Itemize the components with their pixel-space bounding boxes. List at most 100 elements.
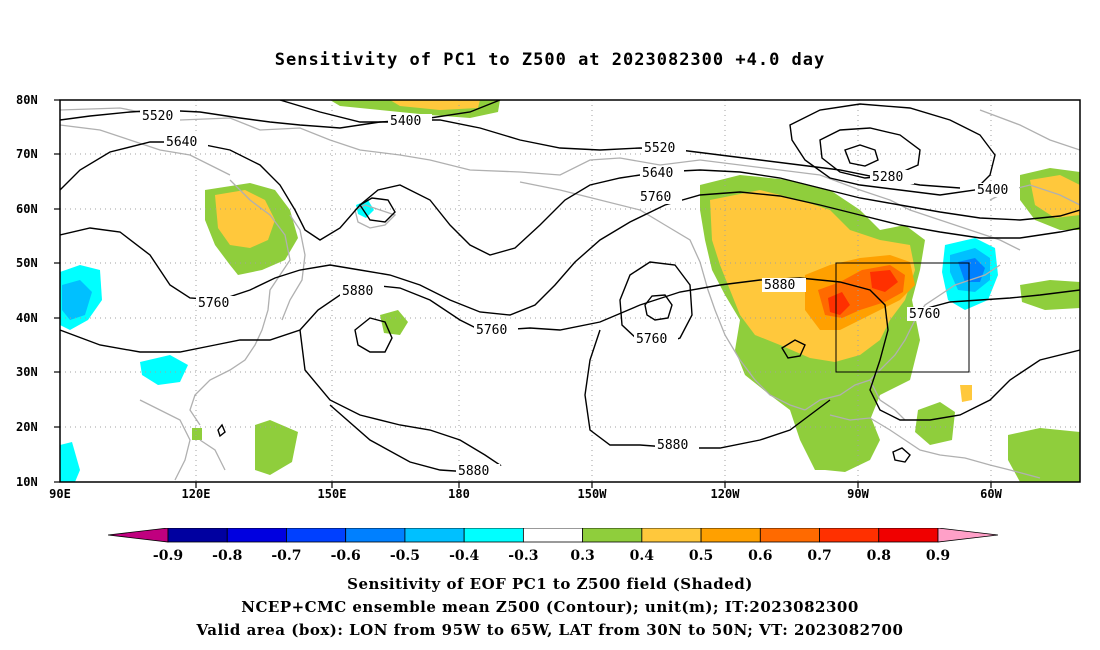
contour-label: 5880 <box>458 464 489 479</box>
contour-5760-nw <box>359 197 396 223</box>
shade-na-red <box>828 292 850 315</box>
lat-label: 30N <box>16 365 38 379</box>
contour-label: 5280 <box>872 170 903 185</box>
colorbar-tick-label: -0.6 <box>331 548 361 564</box>
colorbar-tick-label: 0.4 <box>630 548 655 564</box>
contour-5280-low <box>819 127 921 179</box>
contour-labels: 5520 5640 5400 5520 5640 5760 5280 5400 … <box>140 109 1019 479</box>
contour-small-se <box>217 423 226 438</box>
contour-carib <box>892 447 911 463</box>
lon-labels: 90E 120E 150E 180 150W 120W 90W 60W <box>49 487 1002 501</box>
colorbar-tick-label: -0.7 <box>271 548 301 564</box>
coastlines <box>60 107 1080 481</box>
valid-area-box <box>835 262 970 373</box>
contour-5880-main <box>60 277 1080 421</box>
colorbar-tick-label: -0.3 <box>508 548 538 564</box>
shade-atlantic-yellow <box>1030 175 1080 218</box>
lon-label: 180 <box>448 487 470 501</box>
colorbar-tick-label: -0.8 <box>212 548 242 564</box>
lon-label: 150W <box>578 487 608 501</box>
lat-label: 50N <box>16 256 38 270</box>
colorbar-tick-label: -0.5 <box>390 548 420 564</box>
lat-label: 40N <box>16 311 38 325</box>
contour-5280-inner <box>844 144 879 167</box>
colorbar-tick-label: 0.9 <box>926 548 950 564</box>
shade-sea-cyan <box>140 355 188 385</box>
contour-5880-small <box>354 317 393 353</box>
contour-label: 5880 <box>342 284 373 299</box>
colorbar-cell <box>108 528 169 543</box>
shade-nw-atl-dblue <box>958 258 985 282</box>
lon-label: 120E <box>182 487 211 501</box>
shade-atlantic-green3 <box>1008 428 1080 482</box>
colorbar-cell <box>759 528 820 543</box>
colorbar-cell <box>937 528 998 543</box>
contour-label: 5640 <box>642 166 673 181</box>
lon-label: 120W <box>711 487 741 501</box>
shade-na-red2 <box>870 270 898 292</box>
map-title: Sensitivity of PC1 to Z500 at 2023082300… <box>274 50 826 70</box>
shade-sea-cyan2 <box>60 442 80 482</box>
sensitivity-map: 5520 5640 5400 5520 5640 5760 5280 5400 … <box>16 93 1081 501</box>
colorbar-cell <box>700 528 761 543</box>
lon-label: 90E <box>49 487 71 501</box>
colorbar-tick-label: -0.9 <box>153 548 183 564</box>
contour-5880-south <box>299 329 502 473</box>
contour-label: 5760 <box>640 190 671 205</box>
colorbar-cell <box>878 528 939 543</box>
contour-label: 5520 <box>142 109 173 124</box>
contour-label: 5880 <box>764 278 795 293</box>
contour-5880-tx <box>781 339 806 359</box>
contour-label: 5400 <box>390 114 421 129</box>
colorbar: -0.9 -0.8 -0.7 -0.6 -0.5 -0.4 -0.3 0.3 0.4 0.5 0.6… <box>108 528 998 564</box>
lat-label: 20N <box>16 420 38 434</box>
plot-frame <box>59 99 1081 483</box>
lat-labels: 80N 70N 60N 50N 40N 30N 20N 10N <box>16 93 38 489</box>
lat-label: 80N <box>16 93 38 107</box>
caption-shaded: Sensitivity of EOF PC1 to Z500 field (Sh… <box>347 575 753 593</box>
contour-5760-east <box>919 289 1080 311</box>
lat-label: 70N <box>16 147 38 161</box>
caption-contour: NCEP+CMC ensemble mean Z500 (Contour); u… <box>241 598 859 616</box>
lat-label: 60N <box>16 202 38 216</box>
contour-label: 5760 <box>909 307 940 322</box>
shade-china-green <box>192 428 202 440</box>
contour-label: 5520 <box>644 141 675 156</box>
shade-carib-green <box>915 402 955 445</box>
contour-label: 5760 <box>198 296 229 311</box>
shaded-sensitivity <box>60 100 1080 482</box>
colorbar-cell <box>167 528 228 543</box>
lon-label: 150E <box>318 487 347 501</box>
colorbar-cell <box>641 528 702 543</box>
contour-5760-low-pac2 <box>644 294 673 321</box>
contour-5520-west <box>60 109 961 189</box>
colorbar-cell <box>345 528 406 543</box>
colorbar-tick-label: 0.5 <box>689 548 713 564</box>
colorbar-cell <box>522 528 584 543</box>
colorbar-tick-label: 0.8 <box>867 548 891 564</box>
colorbar-tick-label: -0.4 <box>449 548 479 564</box>
lon-label: 90W <box>847 487 869 501</box>
contour-label: 5760 <box>636 332 667 347</box>
colorbar-cell <box>286 528 347 543</box>
shade-east-asia-yellow <box>215 190 275 248</box>
contour-label: 5760 <box>476 323 507 338</box>
shade-pacific-green-small <box>380 310 408 335</box>
shade-atlantic-green2 <box>1020 280 1080 310</box>
contour-label: 5640 <box>166 135 197 150</box>
caption-valid-area: Valid area (box): LON from 95W to 65W, L… <box>196 621 904 639</box>
shade-pacific-green2 <box>255 420 298 475</box>
colorbar-cell <box>819 528 880 543</box>
contour-label: 5880 <box>657 438 688 453</box>
colorbar-tick-label: 0.6 <box>748 548 772 564</box>
contour-5760-low-pac <box>619 261 693 346</box>
colorbar-cell <box>226 528 287 543</box>
contour-label: 5400 <box>977 183 1008 198</box>
colorbar-cell <box>463 528 524 543</box>
colorbar-cell <box>582 528 643 543</box>
lon-label: 60W <box>980 487 1002 501</box>
colorbar-ticks: -0.9 -0.8 -0.7 -0.6 -0.5 -0.4 -0.3 0.3 0.4 0.5 0.6… <box>153 548 950 564</box>
contour-5640-west <box>60 141 1080 256</box>
shade-carib-yellow <box>960 385 972 402</box>
colorbar-tick-label: 0.7 <box>807 548 831 564</box>
